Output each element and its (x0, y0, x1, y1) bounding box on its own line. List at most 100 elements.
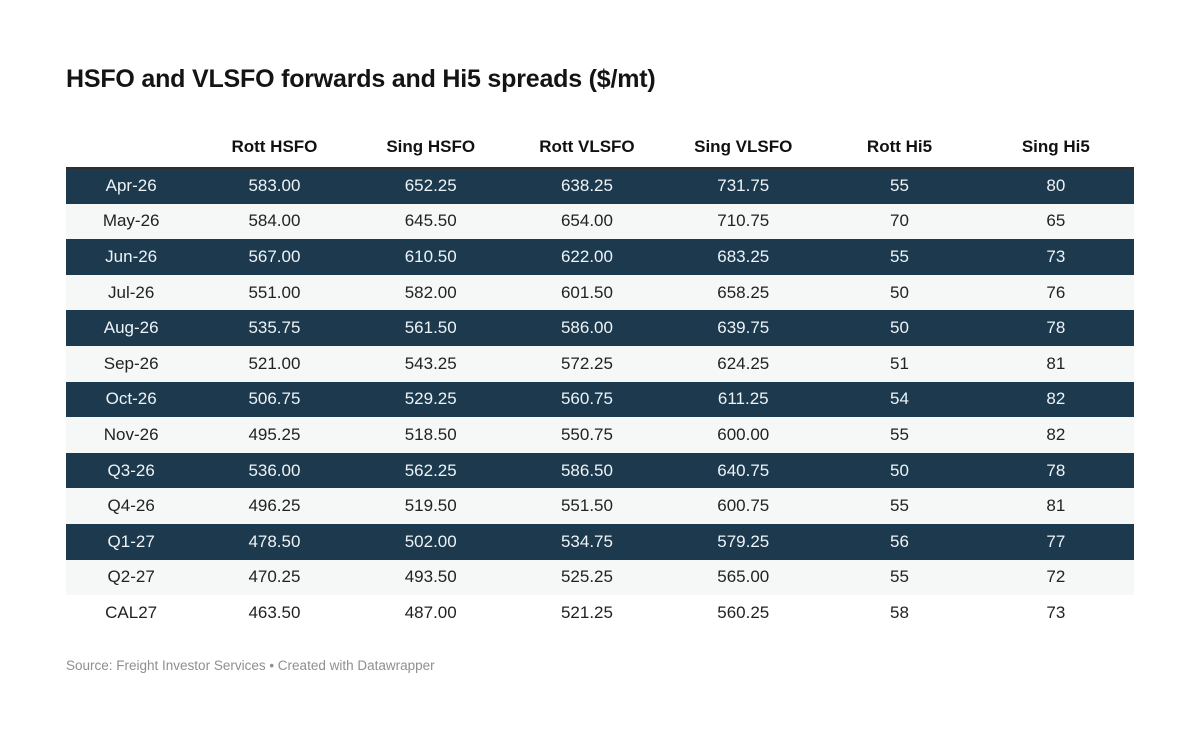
value-cell: 710.75 (665, 203, 822, 240)
value-cell: 55 (821, 239, 978, 275)
value-cell: 493.50 (352, 559, 509, 596)
value-cell: 543.25 (352, 345, 509, 382)
value-cell: 81 (977, 345, 1134, 382)
value-cell: 583.00 (196, 167, 353, 204)
table-row-q2-27: Q2-27 470.25 493.50 525.25 565.00 55 72 (66, 559, 1134, 596)
value-cell: 78 (977, 452, 1134, 489)
row-label: May-26 (66, 203, 197, 240)
row-label: Aug-26 (66, 310, 197, 346)
row-label: Q1-27 (66, 523, 197, 560)
value-cell: 50 (821, 310, 978, 346)
table-row-aug-26: Aug-26 535.75 561.50 586.00 639.75 50 78 (66, 310, 1134, 346)
value-cell: 638.25 (508, 167, 666, 204)
table-row-may-26: May-26 584.00 645.50 654.00 710.75 70 65 (66, 203, 1134, 240)
value-cell: 81 (977, 488, 1134, 524)
value-cell: 584.00 (196, 203, 353, 240)
value-cell: 55 (821, 167, 978, 204)
table-row-q4-26: Q4-26 496.25 519.50 551.50 600.75 55 81 (66, 488, 1134, 524)
value-cell: 731.75 (665, 167, 822, 204)
value-cell: 536.00 (196, 452, 353, 489)
value-cell: 56 (821, 523, 978, 560)
value-cell: 77 (977, 523, 1134, 560)
row-label: Jul-26 (66, 274, 197, 311)
value-cell: 73 (977, 239, 1134, 275)
value-cell: 551.00 (196, 274, 353, 311)
table-row-sep-26: Sep-26 521.00 543.25 572.25 624.25 51 81 (66, 345, 1134, 382)
value-cell: 519.50 (352, 488, 509, 524)
row-label: Apr-26 (66, 167, 197, 204)
value-cell: 78 (977, 310, 1134, 346)
value-cell: 611.25 (665, 381, 822, 418)
value-cell: 82 (977, 417, 1134, 453)
column-header-row-label (66, 121, 196, 168)
row-label: Q3-26 (66, 452, 197, 489)
table-row-apr-26: Apr-26 583.00 652.25 638.25 731.75 55 80 (66, 167, 1134, 204)
value-cell: 562.25 (352, 452, 509, 489)
value-cell: 683.25 (665, 239, 822, 275)
value-cell: 622.00 (508, 239, 666, 275)
value-cell: 586.00 (508, 310, 666, 346)
value-cell: 561.50 (352, 310, 509, 346)
value-cell: 529.25 (352, 381, 509, 418)
value-cell: 72 (977, 559, 1134, 596)
value-cell: 54 (821, 381, 978, 418)
table-row-cal27: CAL27 463.50 487.00 521.25 560.25 58 73 (66, 595, 1134, 631)
value-cell: 658.25 (665, 274, 822, 311)
value-cell: 600.00 (665, 417, 822, 453)
value-cell: 502.00 (352, 523, 509, 560)
value-cell: 506.75 (196, 381, 353, 418)
table-row-nov-26: Nov-26 495.25 518.50 550.75 600.00 55 82 (66, 417, 1134, 453)
value-cell: 525.25 (508, 559, 666, 596)
value-cell: 463.50 (196, 595, 353, 631)
value-cell: 73 (977, 595, 1134, 631)
column-header-rott-hsfo: Rott HSFO (231, 137, 318, 156)
value-cell: 80 (977, 167, 1134, 204)
row-label: Nov-26 (66, 417, 197, 453)
chart-title: HSFO and VLSFO forwards and Hi5 spreads … (66, 65, 656, 93)
value-cell: 495.25 (196, 417, 353, 453)
value-cell: 65 (977, 203, 1134, 240)
value-cell: 534.75 (508, 523, 666, 560)
value-cell: 567.00 (196, 239, 353, 275)
value-cell: 70 (821, 203, 978, 240)
row-label: Jun-26 (66, 239, 197, 275)
row-label: Q2-27 (66, 559, 197, 596)
row-label: Q4-26 (66, 488, 197, 524)
value-cell: 76 (977, 274, 1134, 311)
row-label: CAL27 (66, 595, 197, 631)
table-row-oct-26: Oct-26 506.75 529.25 560.75 611.25 54 82 (66, 381, 1134, 418)
value-cell: 640.75 (665, 452, 822, 489)
value-cell: 50 (821, 452, 978, 489)
value-cell: 601.50 (508, 274, 666, 311)
value-cell: 470.25 (196, 559, 353, 596)
value-cell: 645.50 (352, 203, 509, 240)
value-cell: 521.00 (196, 345, 353, 382)
row-label: Oct-26 (66, 381, 197, 418)
column-header-sing-vlsfo: Sing VLSFO (694, 137, 793, 156)
value-cell: 478.50 (196, 523, 353, 560)
value-cell: 55 (821, 488, 978, 524)
value-cell: 535.75 (196, 310, 353, 346)
value-cell: 518.50 (352, 417, 509, 453)
value-cell: 560.75 (508, 381, 666, 418)
table-row-jul-26: Jul-26 551.00 582.00 601.50 658.25 50 76 (66, 274, 1134, 311)
value-cell: 652.25 (352, 167, 509, 204)
column-header-sing-hsfo: Sing HSFO (386, 137, 476, 156)
value-cell: 560.25 (665, 595, 822, 631)
value-cell: 639.75 (665, 310, 822, 346)
table-row-jun-26: Jun-26 567.00 610.50 622.00 683.25 55 73 (66, 239, 1134, 275)
column-header-rott-hi5: Rott Hi5 (866, 137, 933, 156)
value-cell: 579.25 (665, 523, 822, 560)
value-cell: 586.50 (508, 452, 666, 489)
table-row-q1-27: Q1-27 478.50 502.00 534.75 579.25 56 77 (66, 523, 1134, 560)
value-cell: 55 (821, 559, 978, 596)
value-cell: 654.00 (508, 203, 666, 240)
value-cell: 624.25 (665, 345, 822, 382)
value-cell: 496.25 (196, 488, 353, 524)
value-cell: 51 (821, 345, 978, 382)
value-cell: 551.50 (508, 488, 666, 524)
value-cell: 55 (821, 417, 978, 453)
value-cell: 600.75 (665, 488, 822, 524)
value-cell: 582.00 (352, 274, 509, 311)
